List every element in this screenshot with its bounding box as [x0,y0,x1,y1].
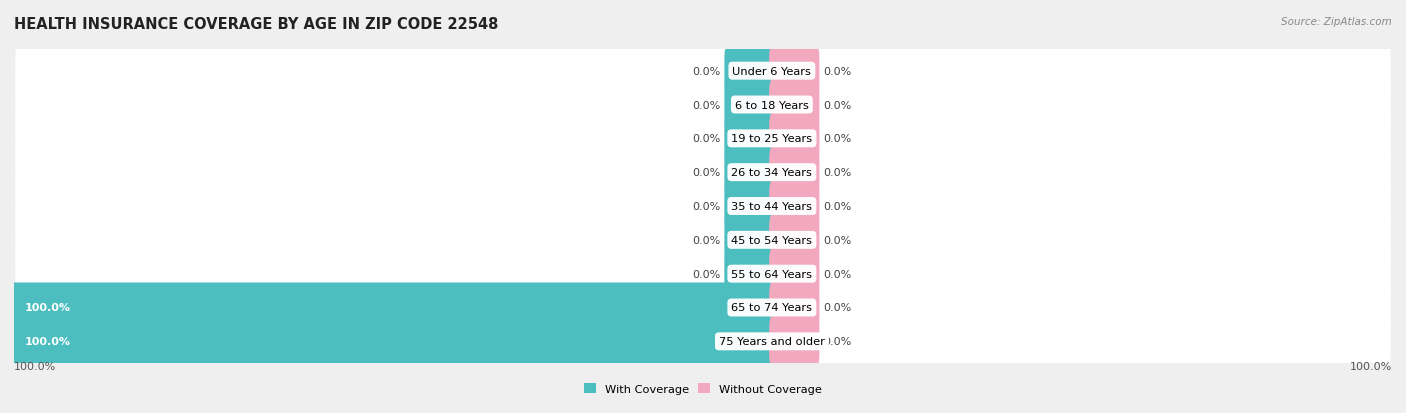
FancyBboxPatch shape [15,64,1391,147]
FancyBboxPatch shape [724,182,775,231]
FancyBboxPatch shape [769,148,820,198]
Text: 100.0%: 100.0% [24,303,70,313]
Text: 65 to 74 Years: 65 to 74 Years [731,303,813,313]
Text: 35 to 44 Years: 35 to 44 Years [731,202,813,211]
FancyBboxPatch shape [769,249,820,299]
Text: 6 to 18 Years: 6 to 18 Years [735,100,808,110]
FancyBboxPatch shape [724,148,775,198]
Text: 19 to 25 Years: 19 to 25 Years [731,134,813,144]
Text: Under 6 Years: Under 6 Years [733,66,811,76]
Text: 0.0%: 0.0% [692,269,720,279]
FancyBboxPatch shape [769,283,820,333]
FancyBboxPatch shape [769,80,820,130]
FancyBboxPatch shape [15,266,1391,349]
FancyBboxPatch shape [769,114,820,164]
Text: 100.0%: 100.0% [14,361,56,371]
FancyBboxPatch shape [15,300,1391,383]
FancyBboxPatch shape [724,114,775,164]
Text: 0.0%: 0.0% [824,134,852,144]
Text: 0.0%: 0.0% [692,100,720,110]
Text: 55 to 64 Years: 55 to 64 Years [731,269,813,279]
FancyBboxPatch shape [15,232,1391,316]
FancyBboxPatch shape [724,249,775,299]
FancyBboxPatch shape [724,47,775,97]
Text: 0.0%: 0.0% [692,134,720,144]
Text: 0.0%: 0.0% [692,66,720,76]
Text: 0.0%: 0.0% [824,168,852,178]
Text: 75 Years and older: 75 Years and older [718,337,825,347]
FancyBboxPatch shape [11,283,775,333]
Text: 0.0%: 0.0% [692,202,720,211]
FancyBboxPatch shape [724,80,775,130]
FancyBboxPatch shape [15,198,1391,282]
Text: 26 to 34 Years: 26 to 34 Years [731,168,813,178]
Text: 0.0%: 0.0% [824,235,852,245]
Text: 100.0%: 100.0% [24,337,70,347]
FancyBboxPatch shape [769,316,820,366]
FancyBboxPatch shape [15,131,1391,215]
Text: 0.0%: 0.0% [824,303,852,313]
Text: 0.0%: 0.0% [824,337,852,347]
Text: 45 to 54 Years: 45 to 54 Years [731,235,813,245]
FancyBboxPatch shape [769,47,820,97]
FancyBboxPatch shape [15,165,1391,248]
Text: HEALTH INSURANCE COVERAGE BY AGE IN ZIP CODE 22548: HEALTH INSURANCE COVERAGE BY AGE IN ZIP … [14,17,499,31]
Text: 100.0%: 100.0% [1350,361,1392,371]
Legend: With Coverage, Without Coverage: With Coverage, Without Coverage [579,379,827,399]
Text: 0.0%: 0.0% [824,100,852,110]
Text: 0.0%: 0.0% [824,269,852,279]
FancyBboxPatch shape [769,215,820,265]
Text: 0.0%: 0.0% [824,202,852,211]
FancyBboxPatch shape [769,182,820,231]
Text: 0.0%: 0.0% [692,168,720,178]
FancyBboxPatch shape [15,30,1391,113]
FancyBboxPatch shape [11,316,775,366]
Text: Source: ZipAtlas.com: Source: ZipAtlas.com [1281,17,1392,26]
FancyBboxPatch shape [724,215,775,265]
FancyBboxPatch shape [15,97,1391,181]
Text: 0.0%: 0.0% [824,66,852,76]
Text: 0.0%: 0.0% [692,235,720,245]
